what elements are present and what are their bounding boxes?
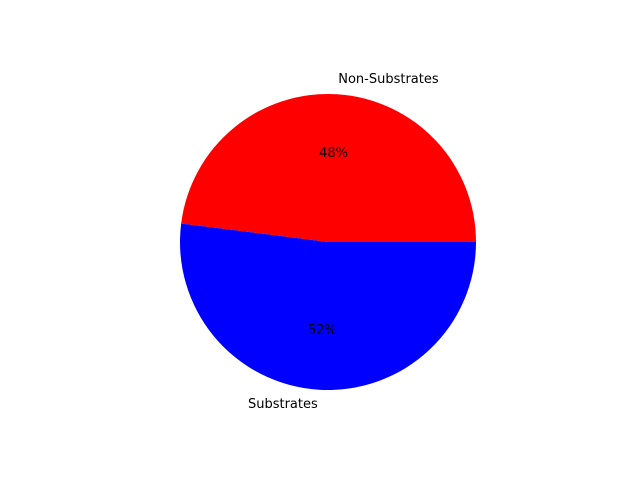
slice-percent-label: 52%	[308, 323, 337, 338]
pie-slice-substrates	[180, 223, 477, 390]
pie-labels: Non-Substrates 48% Substrates 52%	[248, 72, 439, 412]
pie-slice-non-substrates	[181, 93, 476, 243]
slice-category-label: Non-Substrates	[338, 72, 439, 87]
pie-slices	[180, 93, 477, 390]
slice-category-label: Substrates	[248, 397, 318, 412]
slice-percent-label: 48%	[319, 146, 348, 161]
